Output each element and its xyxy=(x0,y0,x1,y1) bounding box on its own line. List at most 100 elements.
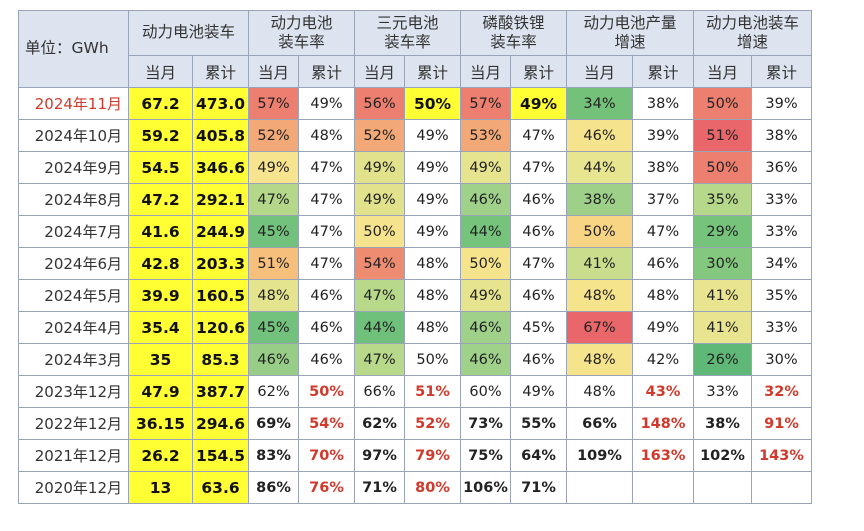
table-cell: 54.5 xyxy=(128,151,193,184)
table-cell: 49% xyxy=(298,87,355,120)
table-cell: 36% xyxy=(751,151,812,184)
table-cell: 46% xyxy=(510,343,567,376)
table-cell: 203.3 xyxy=(192,247,249,280)
table-cell xyxy=(693,471,752,504)
table-cell: 48% xyxy=(298,119,355,152)
group-header-install: 动力电池装车 xyxy=(128,10,249,56)
table-cell: 60% xyxy=(460,375,511,408)
table-cell: 50% xyxy=(298,375,355,408)
table-cell: 47% xyxy=(248,183,299,216)
group-header-install-growth: 动力电池装车 增速 xyxy=(693,10,812,56)
table-cell: 38% xyxy=(751,119,812,152)
table-cell: 46% xyxy=(248,343,299,376)
table-row: 2022年12月 36.15 294.6 69% 54% 62% 52% 73% 55% 66% 1… xyxy=(18,407,812,440)
row-date: 2022年12月 xyxy=(18,407,129,440)
table-cell: 30% xyxy=(693,247,752,280)
row-date: 2024年5月 xyxy=(18,279,129,312)
table-cell: 62% xyxy=(248,375,299,408)
table-cell: 97% xyxy=(354,439,405,472)
table-cell: 160.5 xyxy=(192,279,249,312)
subheader-month: 当月 xyxy=(460,55,511,88)
table-cell: 50% xyxy=(566,215,633,248)
table-cell: 44% xyxy=(460,215,511,248)
subheader-month: 当月 xyxy=(566,55,633,88)
subheader-month: 当月 xyxy=(248,55,299,88)
table-cell: 33% xyxy=(751,311,812,344)
table-cell: 32% xyxy=(751,375,812,408)
table-row: 2024年4月 35.4 120.6 45% 46% 44% 48% 46% 45% 67% 49%… xyxy=(18,311,812,344)
table-row: 2024年9月 54.5 346.6 49% 47% 49% 49% 49% 47% 44% 38%… xyxy=(18,151,812,184)
table-cell: 35 xyxy=(128,343,193,376)
table-cell: 35% xyxy=(751,279,812,312)
table-cell: 47% xyxy=(298,183,355,216)
table-cell: 26% xyxy=(693,343,752,376)
table-cell: 33% xyxy=(751,183,812,216)
table-cell: 38% xyxy=(632,151,694,184)
table-cell: 120.6 xyxy=(192,311,249,344)
table-cell: 148% xyxy=(632,407,694,440)
table-cell: 38% xyxy=(566,183,633,216)
table-cell: 49% xyxy=(404,119,461,152)
group-header-production-growth: 动力电池产量 增速 xyxy=(566,10,694,56)
table-cell: 46% xyxy=(460,343,511,376)
table-cell: 46% xyxy=(510,215,567,248)
row-date: 2024年8月 xyxy=(18,183,129,216)
table-cell: 47% xyxy=(510,119,567,152)
table-cell: 39.9 xyxy=(128,279,193,312)
unit-label: 单位：GWh xyxy=(18,10,129,88)
table-cell: 38% xyxy=(693,407,752,440)
table-cell: 46% xyxy=(566,119,633,152)
table-cell: 69% xyxy=(248,407,299,440)
table-cell: 42% xyxy=(632,343,694,376)
table-cell: 79% xyxy=(404,439,461,472)
table-cell: 54% xyxy=(354,247,405,280)
table-cell: 45% xyxy=(510,311,567,344)
table-cell: 47% xyxy=(354,279,405,312)
table-cell: 71% xyxy=(510,471,567,504)
table-cell: 13 xyxy=(128,471,193,504)
table-cell: 48% xyxy=(404,247,461,280)
table-cell: 48% xyxy=(566,343,633,376)
table-cell: 50% xyxy=(693,151,752,184)
subheader-cumulative: 累计 xyxy=(192,55,249,88)
table-cell: 387.7 xyxy=(192,375,249,408)
table-cell: 44% xyxy=(566,151,633,184)
table-cell: 55% xyxy=(510,407,567,440)
table-cell: 64% xyxy=(510,439,567,472)
table-cell: 48% xyxy=(404,311,461,344)
battery-table-container: 单位：GWh 动力电池装车 动力电池 装车率 三元电池 装车率 磷酸铁锂 装车率 动力… xyxy=(18,10,812,504)
table-cell: 49% xyxy=(632,311,694,344)
table-cell: 50% xyxy=(354,215,405,248)
table-cell: 41.6 xyxy=(128,215,193,248)
table-cell: 91% xyxy=(751,407,812,440)
table-cell: 49% xyxy=(404,215,461,248)
table-cell: 46% xyxy=(510,183,567,216)
table-cell: 49% xyxy=(248,151,299,184)
subheader-month: 当月 xyxy=(693,55,752,88)
table-cell: 26.2 xyxy=(128,439,193,472)
table-row: 2024年6月 42.8 203.3 51% 47% 54% 48% 50% 47% 41% 46%… xyxy=(18,247,812,280)
table-row: 2024年10月 59.2 405.8 52% 48% 52% 49% 53% 47% 46% 39… xyxy=(18,119,812,152)
subheader-cumulative: 累计 xyxy=(298,55,355,88)
table-cell xyxy=(566,471,633,504)
table-cell: 346.6 xyxy=(192,151,249,184)
table-cell: 43% xyxy=(632,375,694,408)
table-cell: 49% xyxy=(404,151,461,184)
table-cell: 47% xyxy=(354,343,405,376)
table-cell: 29% xyxy=(693,215,752,248)
subheader-cumulative: 累计 xyxy=(510,55,567,88)
battery-data-table: 单位：GWh 动力电池装车 动力电池 装车率 三元电池 装车率 磷酸铁锂 装车率 动力… xyxy=(18,10,812,504)
row-date: 2024年11月 xyxy=(18,87,129,120)
table-cell: 34% xyxy=(751,247,812,280)
table-cell xyxy=(632,471,694,504)
table-cell: 47% xyxy=(298,215,355,248)
table-cell: 47% xyxy=(510,247,567,280)
table-cell: 49% xyxy=(510,87,567,120)
table-cell: 39% xyxy=(632,119,694,152)
table-cell: 51% xyxy=(248,247,299,280)
table-cell: 35% xyxy=(693,183,752,216)
table-cell: 46% xyxy=(298,311,355,344)
table-cell: 73% xyxy=(460,407,511,440)
subheader-cumulative: 累计 xyxy=(632,55,694,88)
table-row: 2024年3月 35 85.3 46% 46% 47% 50% 46% 46% 48% 42% 26%… xyxy=(18,343,812,376)
